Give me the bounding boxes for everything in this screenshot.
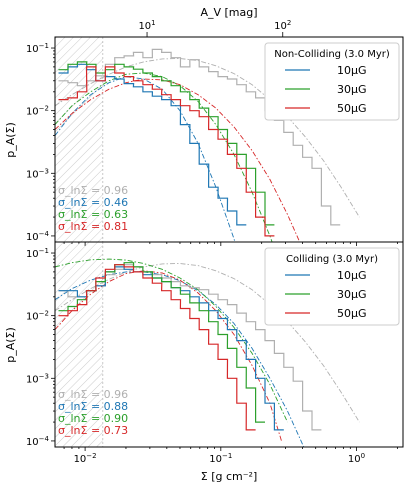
x-tick-label: 10−2 (74, 452, 97, 465)
sigma-label: σ_lnΣ = 0.63 (58, 208, 128, 221)
sigma-labels: σ_lnΣ = 0.96σ_lnΣ = 0.46σ_lnΣ = 0.63σ_ln… (58, 184, 128, 233)
threshold-hatch-region (55, 242, 103, 447)
histogram-series (58, 66, 275, 237)
sigma-label: σ_lnΣ = 0.96 (58, 388, 128, 401)
y-tick-label: 10−1 (26, 42, 49, 55)
legend-title: Colliding (3.0 Myr) (286, 254, 378, 265)
lognormal-fit-line (55, 258, 288, 423)
x-tick-label: 100 (348, 452, 365, 465)
lognormal-fit-line (55, 78, 301, 242)
y-tick-label: 10−2 (26, 310, 49, 323)
legend-entry: 10μG (337, 64, 367, 77)
y-tick-label: 10−4 (26, 230, 50, 243)
sigma-label: σ_lnΣ = 0.96 (58, 184, 128, 197)
panel-colliding: 10−4 10−3 10−2 10−1 10−2 10−1 100 Colliding (… (26, 241, 404, 465)
sigma-label: σ_lnΣ = 0.88 (58, 400, 128, 413)
y-axis-label-bottom: p_A(Σ) (4, 327, 17, 363)
lognormal-fit-line (55, 271, 305, 447)
sigma-label: σ_lnΣ = 0.90 (58, 412, 128, 425)
y-tick-label: 10−3 (26, 167, 49, 180)
legend: Non-Colliding (3.0 Myr) 10μG 30μG 50μG (264, 42, 400, 121)
legend-title: Non-Colliding (3.0 Myr) (274, 49, 390, 60)
legend-entry: 30μG (337, 288, 367, 301)
sigma-label: σ_lnΣ = 0.46 (58, 196, 128, 209)
y-tick-label: 10−2 (26, 105, 49, 118)
legend-entry: 10μG (337, 269, 367, 282)
x-tick-label: 10−1 (209, 452, 232, 465)
top-tick-label: 102 (274, 19, 291, 32)
sigma-label: σ_lnΣ = 0.81 (58, 220, 128, 233)
top-axis-label: A_V [mag] (200, 6, 257, 19)
threshold-hatch-region (55, 37, 103, 242)
legend-entry: 50μG (337, 307, 367, 320)
sigma-labels: σ_lnΣ = 0.96σ_lnΣ = 0.88σ_lnΣ = 0.90σ_ln… (58, 388, 128, 437)
y-tick-label: 10−3 (26, 372, 49, 385)
top-tick-label: 101 (138, 19, 155, 32)
plot-frame (54, 241, 404, 448)
histogram-series (58, 48, 341, 226)
legend-box (264, 42, 400, 121)
y-tick-label: 10−4 (26, 435, 50, 448)
top-axis: A_V [mag] 101 102 (138, 6, 291, 37)
histogram-series (58, 63, 247, 226)
sigma-label: σ_lnΣ = 0.73 (58, 424, 128, 437)
lognormal-fit-line (55, 270, 282, 442)
histogram-series (58, 264, 256, 431)
legend-box (264, 247, 400, 326)
legend: Colliding (3.0 Myr) 10μG 30μG 50μG (264, 247, 400, 326)
y-tick-label: 10−1 (26, 247, 49, 260)
legend-entry: 50μG (337, 102, 367, 115)
legend-entry: 30μG (337, 83, 367, 96)
y-axis-label-top: p_A(Σ) (4, 122, 17, 158)
x-axis-label: Σ [g cm⁻²] (201, 470, 258, 483)
panel-non-colliding: 10−4 10−3 10−2 10−1 Non-Colliding (3.0 Myr)… (26, 36, 404, 246)
